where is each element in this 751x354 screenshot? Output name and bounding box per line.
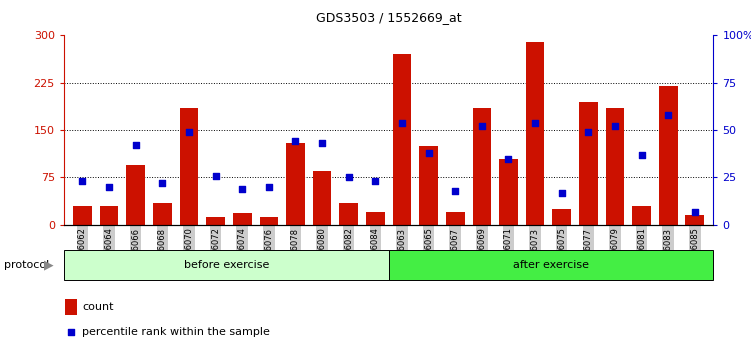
Bar xyxy=(472,108,491,225)
Bar xyxy=(126,165,145,225)
Bar xyxy=(312,171,331,225)
Point xyxy=(77,178,89,184)
Point xyxy=(423,150,435,156)
Point xyxy=(103,184,115,190)
Bar xyxy=(73,206,92,225)
Point xyxy=(263,184,275,190)
Point xyxy=(130,142,142,148)
Point xyxy=(316,141,328,146)
Bar xyxy=(366,212,385,225)
Bar xyxy=(605,108,624,225)
Bar xyxy=(419,146,438,225)
Bar xyxy=(499,159,517,225)
Text: GDS3503 / 1552669_at: GDS3503 / 1552669_at xyxy=(316,11,461,24)
Point xyxy=(556,190,568,195)
Bar xyxy=(233,213,252,225)
Point xyxy=(582,129,594,135)
Text: count: count xyxy=(82,302,113,312)
Bar xyxy=(389,250,713,280)
Point xyxy=(609,124,621,129)
Bar xyxy=(393,54,412,225)
Point xyxy=(65,330,77,335)
Bar xyxy=(579,102,598,225)
Point xyxy=(502,156,514,161)
Point xyxy=(237,186,249,192)
Text: before exercise: before exercise xyxy=(183,259,269,270)
Bar xyxy=(65,299,77,315)
Point xyxy=(369,178,382,184)
Bar xyxy=(446,212,465,225)
Point xyxy=(476,124,488,129)
Bar xyxy=(286,143,305,225)
Bar xyxy=(553,209,571,225)
Point xyxy=(662,112,674,118)
Point xyxy=(635,152,647,158)
Point xyxy=(210,173,222,178)
Bar xyxy=(632,206,651,225)
Bar xyxy=(686,215,704,225)
Point xyxy=(449,188,461,194)
Text: protocol: protocol xyxy=(4,259,49,270)
Bar xyxy=(659,86,677,225)
Bar xyxy=(207,217,225,225)
Text: after exercise: after exercise xyxy=(513,259,589,270)
Bar xyxy=(100,206,119,225)
Bar xyxy=(526,42,544,225)
Bar xyxy=(339,203,358,225)
Bar xyxy=(153,203,172,225)
Bar xyxy=(260,217,278,225)
Point xyxy=(156,180,168,186)
Point xyxy=(289,139,301,144)
Point xyxy=(183,129,195,135)
Bar xyxy=(64,250,389,280)
Point xyxy=(529,120,541,125)
Text: percentile rank within the sample: percentile rank within the sample xyxy=(82,327,270,337)
Bar xyxy=(179,108,198,225)
Point xyxy=(342,175,354,180)
Point xyxy=(689,209,701,215)
Point xyxy=(396,120,408,125)
Text: ▶: ▶ xyxy=(44,258,53,271)
